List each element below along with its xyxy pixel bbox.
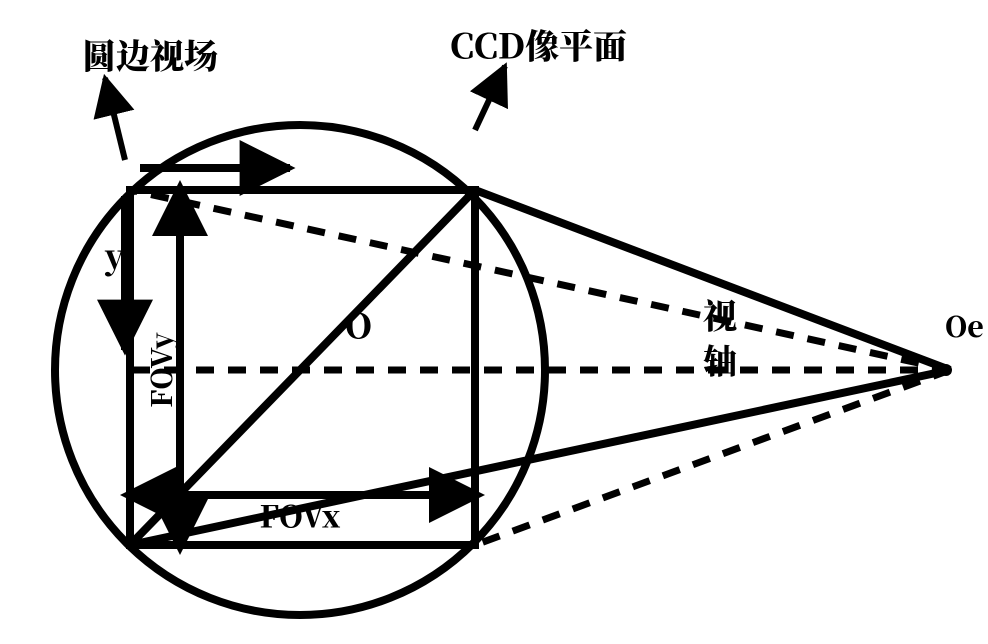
fovy-label: FOVy bbox=[141, 332, 181, 408]
fovx-label: FOVx bbox=[260, 493, 341, 537]
x-axis-label: x bbox=[240, 132, 260, 178]
ccd-title: CCD像平面 bbox=[450, 20, 627, 69]
circle-title: 圆边视场 bbox=[82, 30, 218, 79]
optical-axis-label-2: 轴 bbox=[703, 335, 737, 384]
fov-diagram: O Oe x y FOVx FOVy 圆边视场 CCD像平面 视 轴 bbox=[0, 0, 988, 644]
apex-label: Oe bbox=[945, 306, 984, 346]
y-axis-label: y bbox=[104, 232, 125, 278]
origin-label: O bbox=[345, 300, 372, 349]
apex-point bbox=[940, 364, 952, 376]
circle-leader-arrow bbox=[105, 78, 125, 160]
optical-axis-label-1: 视 bbox=[703, 290, 737, 339]
ccd-leader-arrow bbox=[475, 66, 505, 130]
